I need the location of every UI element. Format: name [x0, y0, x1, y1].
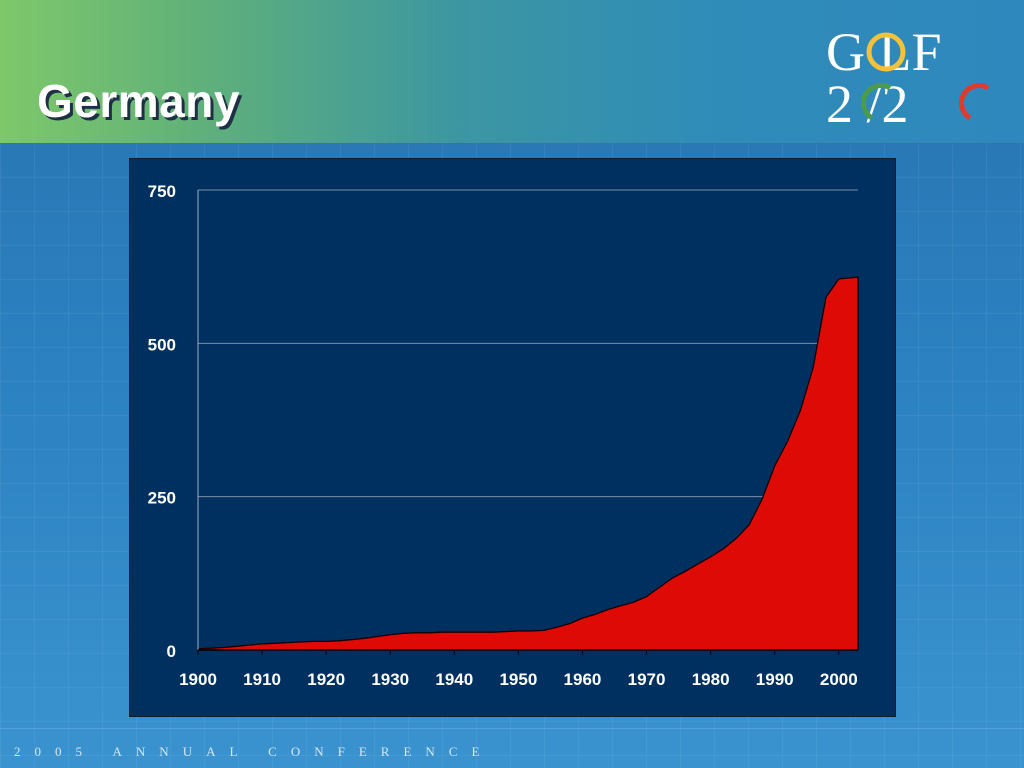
area-series — [197, 276, 859, 651]
x-tick-label: 1940 — [435, 670, 473, 689]
x-tick-label: 1900 — [179, 670, 217, 689]
area-chart: 1900 1910 1920 1930 1940 1950 1960 1970 1980 1990… — [148, 182, 859, 689]
y-tick-label: 250 — [148, 489, 176, 508]
chart-panel: 1900 1910 1920 1930 1940 1950 1960 1970 1980 1990… — [129, 158, 896, 717]
logo-text-golf: G LF — [826, 22, 942, 82]
x-tick-label: 1990 — [756, 670, 794, 689]
x-tick-label: 2000 — [820, 670, 858, 689]
y-tick-label: 0 — [167, 642, 176, 661]
x-tick-label: 1970 — [628, 670, 666, 689]
logo-ring-red-icon — [959, 83, 990, 121]
y-tick-label: 500 — [148, 335, 176, 354]
x-tick-label: 1950 — [499, 670, 537, 689]
logo-ring-green-icon — [861, 83, 892, 121]
x-tick-label: 1910 — [243, 670, 281, 689]
x-tick-label: 1930 — [371, 670, 409, 689]
logo-text-2020: 2 /2 — [826, 74, 909, 130]
title-banner — [0, 0, 1024, 144]
slide-title: Germany — [37, 75, 240, 127]
y-tick-label: 750 — [148, 182, 176, 201]
golf-2020-logo: G LF 2 /2 — [826, 22, 990, 130]
x-tick-label: 1960 — [564, 670, 602, 689]
x-tick-label: 1980 — [692, 670, 730, 689]
x-tick-label: 1920 — [307, 670, 345, 689]
footer-divider — [0, 728, 1024, 729]
footer-text: 2005 ANNUAL CONFERENCE — [14, 744, 494, 759]
logo-ring-icon — [866, 32, 906, 72]
